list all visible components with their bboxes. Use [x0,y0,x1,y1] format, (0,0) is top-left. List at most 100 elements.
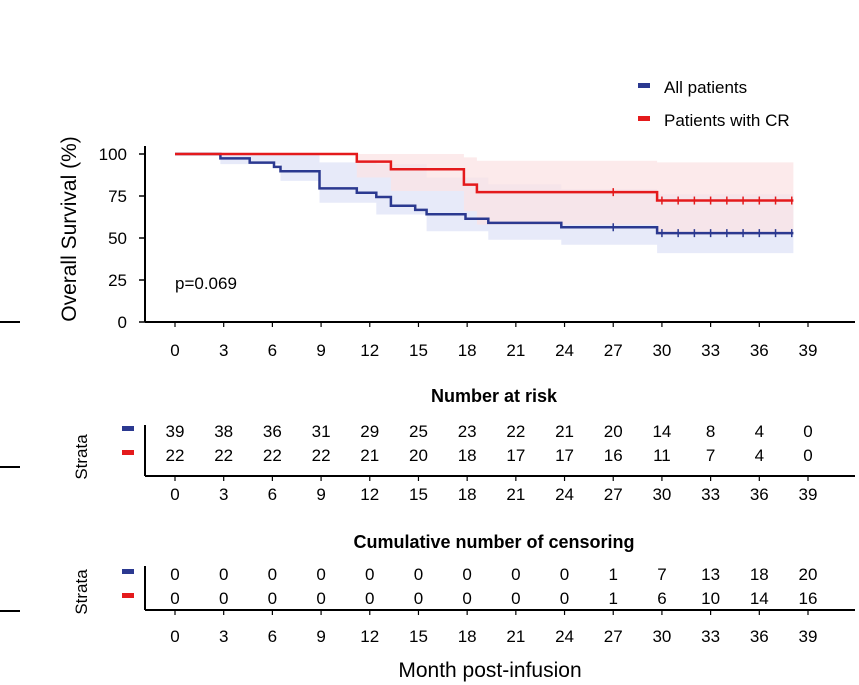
km-x-tick-label-12: 12 [360,341,379,360]
censor_table-row1-cell-9: 1 [608,565,617,584]
risk_table-x-tick-label-9: 9 [316,485,325,504]
risk_table-x-tick-label-15: 15 [409,485,428,504]
risk_table-x-tick-label-12: 12 [360,485,379,504]
km-x-tick-label-30: 30 [652,341,671,360]
y-tick-label-25: 25 [108,271,127,290]
censor_table-x-tick-label-36: 36 [750,627,769,646]
censor_table-row1-cell-6: 0 [462,565,471,584]
censor_table-row2-cell-13: 16 [799,589,818,608]
risk_table-x-tick-label-24: 24 [555,485,574,504]
risk_table-row2-cell-10: 11 [653,446,671,465]
risk_table-strata-swatch-1 [122,426,134,431]
risk_table-x-tick-label-36: 36 [750,485,769,504]
km-x-tick-label-6: 6 [268,341,277,360]
risk_table-row2-cell-2: 22 [263,446,282,465]
censor_table-x-tick-label-0: 0 [170,627,179,646]
risk_table-title: Number at risk [431,386,558,406]
censor_table-row2-cell-6: 0 [462,589,471,608]
censor_table-row1-cell-5: 0 [414,565,423,584]
km-x-tick-label-36: 36 [750,341,769,360]
censor_table-row1-cell-0: 0 [170,565,179,584]
censor_table-row1-cell-11: 13 [701,565,720,584]
risk_table-row2-cell-11: 7 [706,446,715,465]
censor_table-row1-cell-12: 18 [750,565,769,584]
risk_table-row1-cell-4: 29 [360,422,379,441]
censor_table-x-tick-label-21: 21 [506,627,525,646]
censor_table-row1-cell-4: 0 [365,565,374,584]
censor_table-row2-cell-2: 0 [268,589,277,608]
risk_table-row2-cell-8: 17 [555,446,574,465]
censor_table-row2-cell-12: 14 [750,589,769,608]
risk_table-row1-cell-1: 38 [214,422,233,441]
censor_table-row1-cell-10: 7 [657,565,666,584]
ci-band-series-2 [175,154,794,235]
km-x-tick-label-24: 24 [555,341,574,360]
risk_table-row2-cell-0: 22 [166,446,185,465]
risk_table-row1-cell-0: 39 [166,422,185,441]
censor_table-row2-cell-8: 0 [560,589,569,608]
y-tick-label-100: 100 [99,145,127,164]
censor_table-row2-cell-11: 10 [701,589,720,608]
risk_table-row2-cell-3: 22 [312,446,331,465]
censor_table-x-tick-label-24: 24 [555,627,574,646]
censor_table-row2-cell-9: 1 [608,589,617,608]
risk_table-row2-cell-4: 21 [360,446,379,465]
legend-swatch-2 [638,116,650,121]
censor_table-row2-cell-1: 0 [219,589,228,608]
risk_table-row1-cell-11: 8 [706,422,715,441]
censor_table-x-tick-label-18: 18 [458,627,477,646]
risk_table-x-tick-label-27: 27 [604,485,623,504]
km-line-series-2 [175,152,794,202]
censor_table-row1-cell-7: 0 [511,565,520,584]
x-axis-title: Month post-infusion [398,659,581,682]
censor_table-strata-label: Strata [72,569,91,615]
km-x-tick-label-33: 33 [701,341,720,360]
risk_table-row2-cell-13: 0 [803,446,812,465]
censor_table-row2-cell-4: 0 [365,589,374,608]
y-tick-label-50: 50 [108,229,127,248]
censor_table-x-tick-label-30: 30 [652,627,671,646]
risk_table-row1-cell-8: 21 [555,422,574,441]
risk_table-row2-cell-7: 17 [506,446,525,465]
censor_table-x-tick-label-27: 27 [604,627,623,646]
censor_table-strata-swatch-1 [122,569,134,574]
risk_table-row1-cell-7: 22 [506,422,525,441]
risk_table-row1-cell-5: 25 [409,422,428,441]
y-tick-label-75: 75 [108,187,127,206]
risk_table-row2-cell-5: 20 [409,446,428,465]
risk_table-row1-cell-10: 14 [652,422,671,441]
km-x-tick-label-15: 15 [409,341,428,360]
censor_table-x-tick-label-3: 3 [219,627,228,646]
censor_table-row1-cell-13: 20 [799,565,818,584]
risk_table-row1-cell-3: 31 [312,422,331,441]
km-x-tick-label-39: 39 [799,341,818,360]
risk_table-x-tick-label-39: 39 [799,485,818,504]
legend-label-1: All patients [664,78,747,97]
risk_table-row1-cell-6: 23 [458,422,477,441]
censor_table-row2-cell-0: 0 [170,589,179,608]
risk_table-row2-cell-9: 16 [604,446,623,465]
km-x-tick-label-18: 18 [458,341,477,360]
censor_table-x-tick-label-6: 6 [268,627,277,646]
y-axis-title: Overall Survival (%) [58,136,81,322]
censor_table-row1-cell-2: 0 [268,565,277,584]
risk_table-row1-cell-9: 20 [604,422,623,441]
censor_table-row1-cell-8: 0 [560,565,569,584]
km-x-tick-label-21: 21 [506,341,525,360]
risk_table-x-tick-label-21: 21 [506,485,525,504]
censor_table-x-tick-label-12: 12 [360,627,379,646]
censor_table-x-tick-label-33: 33 [701,627,720,646]
risk_table-row2-cell-6: 18 [458,446,477,465]
risk_table-row1-cell-2: 36 [263,422,282,441]
risk_table-row2-cell-12: 4 [755,446,764,465]
censor_table-x-tick-label-9: 9 [316,627,325,646]
legend-swatch-1 [638,83,650,88]
censor_table-title: Cumulative number of censoring [353,532,634,552]
p-value-annotation: p=0.069 [175,274,237,293]
censor_table-row1-cell-3: 0 [316,565,325,584]
risk_table-x-tick-label-3: 3 [219,485,228,504]
risk_table-row2-cell-1: 22 [214,446,233,465]
risk_table-strata-swatch-2 [122,450,134,455]
censor_table-row2-cell-5: 0 [414,589,423,608]
censor_table-x-tick-label-39: 39 [799,627,818,646]
